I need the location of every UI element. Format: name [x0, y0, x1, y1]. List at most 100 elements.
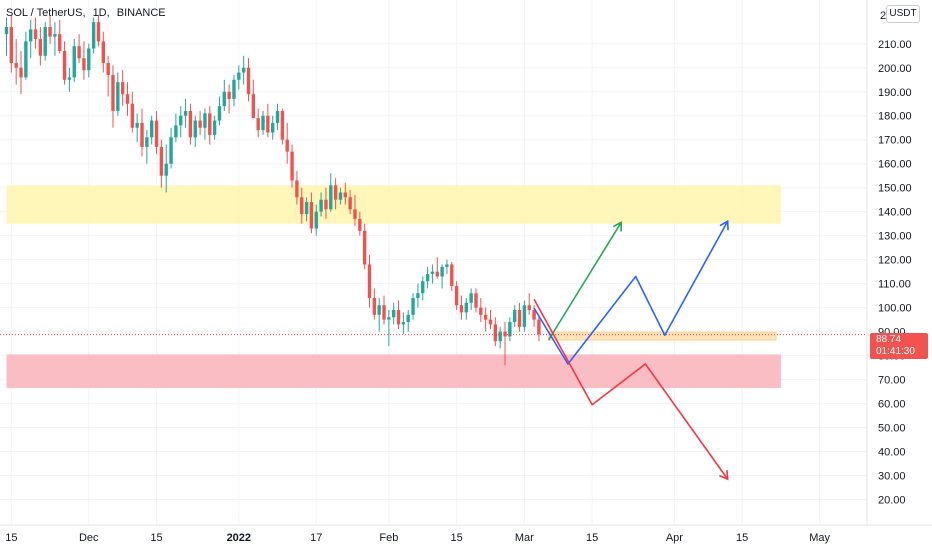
candle-body: [300, 197, 304, 215]
candle-body: [513, 310, 517, 323]
interval-label[interactable]: 1D: [92, 7, 107, 19]
candle-body: [159, 146, 164, 176]
candle-body: [401, 322, 406, 325]
candle-body: [19, 67, 23, 78]
time-tick-label: 2022: [227, 532, 251, 544]
price-tick-label: 190.00: [878, 87, 912, 99]
candle-body: [483, 314, 488, 320]
candle-body: [174, 125, 178, 138]
candle-body: [169, 137, 173, 164]
zone-entry: [548, 331, 777, 341]
candle-body: [222, 91, 226, 107]
time-tick-label: 15: [450, 532, 462, 544]
candle-body: [503, 331, 507, 337]
candle-body: [517, 310, 522, 327]
candle-body: [445, 264, 449, 267]
time-tick-label: 15: [586, 532, 598, 544]
candle-body: [392, 310, 396, 318]
candle-body: [96, 22, 101, 42]
candle-body: [430, 271, 435, 275]
candle-body: [106, 62, 110, 75]
price-tick-label: 30.00: [878, 471, 906, 483]
candle-body: [387, 317, 391, 320]
candle-body: [91, 22, 96, 49]
time-tick-label: 15: [150, 532, 162, 544]
last-price-value: 88.74: [876, 334, 902, 345]
candle-body: [353, 209, 357, 219]
candle-body: [227, 91, 231, 99]
time-tick-label: 15: [5, 532, 17, 544]
price-tick-label: 180.00: [878, 111, 912, 123]
candle-body: [280, 110, 285, 140]
candle-body: [454, 286, 459, 306]
time-axis[interactable]: 15 Dec 15 2022 17 Feb 15 Mar 15 Apr 15 May: [0, 524, 932, 550]
price-tick-label: 140.00: [878, 207, 912, 219]
candle-body: [77, 46, 81, 59]
projection-paths: [533, 219, 729, 481]
price-tick-label: 70.00: [878, 375, 906, 387]
price-tick-label: 150.00: [878, 183, 912, 195]
currency-button[interactable]: USDT: [886, 5, 920, 23]
candle-body: [493, 324, 498, 342]
time-tick-label: 17: [310, 532, 322, 544]
candle-body: [251, 94, 256, 119]
candle-body: [72, 46, 76, 78]
candle-body: [198, 120, 202, 128]
candle-body: [416, 293, 420, 299]
symbol-header[interactable]: SOL / TetherUS, 1D, BINANCE: [6, 7, 170, 19]
candle-body: [411, 298, 415, 315]
candle-body: [338, 192, 343, 200]
price-tick-label: 110.00: [878, 279, 911, 291]
candle-body: [358, 218, 362, 231]
candle-body: [203, 113, 207, 128]
candle-body: [324, 199, 328, 210]
candlestick-series: [4, 15, 541, 366]
candle-body: [406, 314, 410, 323]
price-axis[interactable]: 20.0030.0040.0050.0060.0070.0080.0090.00…: [866, 0, 932, 525]
price-tick-label: 100.00: [878, 303, 912, 315]
candle-body: [164, 163, 168, 176]
projection-blue: [533, 220, 729, 365]
candle-body: [522, 305, 527, 327]
candle-body: [464, 302, 468, 313]
candle-body: [382, 305, 386, 320]
candle-body: [237, 72, 241, 80]
price-tick-label: 160.00: [878, 159, 912, 171]
candle-body: [508, 322, 512, 337]
candle-body: [498, 331, 502, 342]
candle-body: [304, 202, 309, 215]
price-tick-label: 210.00: [878, 39, 912, 51]
candle-body: [459, 305, 464, 313]
candle-body: [329, 185, 333, 210]
candle-body: [285, 139, 289, 152]
bar-countdown: 01:41:30: [876, 346, 915, 357]
candle-body: [367, 264, 372, 299]
projection-blue-arrowhead: [719, 219, 729, 231]
candle-body: [58, 34, 62, 51]
symbol-name[interactable]: SOL / TetherUS: [6, 7, 83, 19]
grid-lines: [0, 0, 867, 525]
projection-red-arrowhead: [719, 470, 729, 481]
candle-body: [537, 319, 541, 335]
header-separator: ,: [82, 7, 86, 19]
price-zones: [6, 185, 781, 388]
candle-body: [275, 110, 280, 123]
candle-body: [488, 319, 493, 325]
candle-body: [183, 110, 188, 116]
candle-body: [188, 110, 193, 138]
price-tick-label-partial: 2: [880, 10, 886, 22]
candle-body: [348, 197, 352, 210]
last-price-tag: 88.74 01:41:30: [870, 333, 928, 359]
candle-body: [38, 38, 43, 56]
candle-body: [450, 264, 454, 287]
candle-body: [440, 266, 444, 277]
candle-body: [4, 26, 9, 35]
projection-green-arrowhead: [612, 221, 622, 232]
price-tick-label: 40.00: [878, 447, 906, 459]
candle-body: [271, 122, 275, 133]
candle-body: [362, 230, 367, 265]
candle-body: [14, 62, 18, 68]
candle-body: [193, 120, 197, 138]
